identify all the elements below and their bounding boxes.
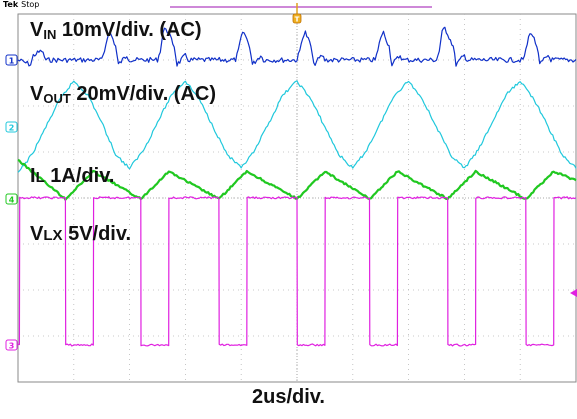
brand-status: Tek Stop xyxy=(3,0,39,9)
vlx-label: VLX 5V/div. xyxy=(30,223,132,245)
channel-marker-4: 4 xyxy=(5,193,18,205)
trigger-level-icon xyxy=(570,289,577,297)
brand-logo: Tek xyxy=(3,0,19,9)
vout-label: VOUT 20mV/div. (AC) xyxy=(30,83,217,106)
channel-marker-2: 2 xyxy=(5,121,18,133)
il-label: IL 1A/div. xyxy=(30,165,115,187)
channel-marker-3: 3 xyxy=(5,339,18,351)
timebase-label: 2us/div. xyxy=(252,386,325,408)
svg-text:3: 3 xyxy=(9,342,15,351)
trace-vout xyxy=(17,80,577,173)
svg-text:T: T xyxy=(295,16,300,24)
vin-label: VIN 10mV/div. (AC) xyxy=(30,19,202,42)
channel-marker-layer: 1 2 4 3 xyxy=(5,54,18,351)
channel-marker-1: 1 xyxy=(5,54,18,66)
acquisition-status: Stop xyxy=(21,0,40,9)
trace-vlx xyxy=(17,196,577,347)
svg-text:2: 2 xyxy=(9,124,15,133)
trigger-marker-icon: T xyxy=(292,3,302,24)
svg-text:4: 4 xyxy=(9,196,15,205)
trace-vin xyxy=(17,26,577,67)
trace-layer xyxy=(17,26,577,347)
svg-text:1: 1 xyxy=(9,57,15,66)
